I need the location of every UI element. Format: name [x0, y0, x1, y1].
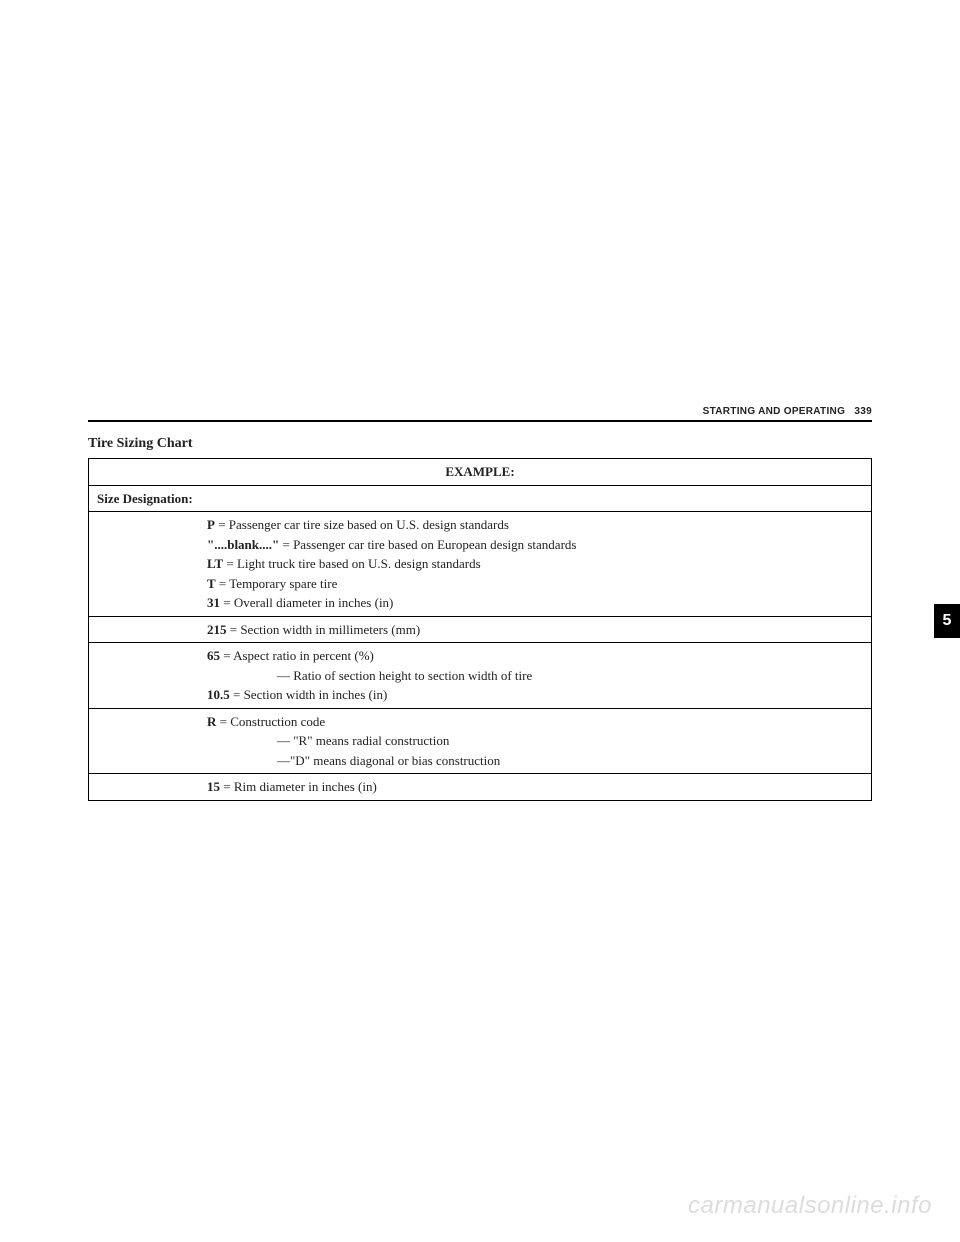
table-row: R = Construction code — "R" means radial…: [89, 708, 872, 774]
def-key: R: [207, 714, 216, 729]
def-text: = Light truck tire based on U.S. design …: [223, 556, 481, 571]
chapter-tab: 5: [934, 604, 960, 638]
def-key: LT: [207, 556, 223, 571]
def-key: 65: [207, 648, 220, 663]
running-header: STARTING AND OPERATING 339: [697, 406, 872, 417]
size-designation-header: Size Designation:: [89, 485, 872, 512]
construction-code: R = Construction code — "R" means radial…: [89, 708, 872, 774]
def-key: P: [207, 517, 215, 532]
def-key: 31: [207, 595, 220, 610]
watermark: carmanualsonline.info: [688, 1192, 932, 1220]
section-width-mm: 215 = Section width in millimeters (mm): [89, 616, 872, 643]
def-sub: — "R" means radial construction: [97, 731, 863, 751]
tire-sizing-table: EXAMPLE: Size Designation: P = Passenger…: [88, 458, 872, 801]
header-section: STARTING AND OPERATING: [703, 406, 846, 417]
def-text: = Temporary spare tire: [216, 576, 338, 591]
table-row: 65 = Aspect ratio in percent (%) — Ratio…: [89, 643, 872, 709]
def-text: = Aspect ratio in percent (%): [220, 648, 374, 663]
table-row: 15 = Rim diameter in inches (in): [89, 774, 872, 801]
table-row: Size Designation:: [89, 485, 872, 512]
def-key: 15: [207, 779, 220, 794]
def-key: 10.5: [207, 687, 230, 702]
def-text: = Section width in inches (in): [230, 687, 388, 702]
rim-diameter: 15 = Rim diameter in inches (in): [89, 774, 872, 801]
def-key: 215: [207, 622, 227, 637]
def-text: = Passenger car tire based on European d…: [279, 537, 576, 552]
section-title: Tire Sizing Chart: [88, 436, 872, 452]
aspect-ratio: 65 = Aspect ratio in percent (%) — Ratio…: [89, 643, 872, 709]
def-text: = Construction code: [216, 714, 325, 729]
page-content: STARTING AND OPERATING 339 Tire Sizing C…: [88, 420, 872, 801]
header-page: 339: [854, 406, 872, 417]
def-sub: — Ratio of section height to section wid…: [97, 666, 863, 686]
header-rule: STARTING AND OPERATING 339: [88, 420, 872, 422]
def-text: = Passenger car tire size based on U.S. …: [215, 517, 509, 532]
table-row: P = Passenger car tire size based on U.S…: [89, 512, 872, 617]
table-row: EXAMPLE:: [89, 459, 872, 486]
def-key: "....blank....": [207, 537, 279, 552]
table-row: 215 = Section width in millimeters (mm): [89, 616, 872, 643]
def-text: = Section width in millimeters (mm): [227, 622, 421, 637]
designation-definitions: P = Passenger car tire size based on U.S…: [89, 512, 872, 617]
example-header: EXAMPLE:: [89, 459, 872, 486]
def-text: = Overall diameter in inches (in): [220, 595, 393, 610]
def-sub: —"D" means diagonal or bias construction: [97, 751, 863, 771]
def-key: T: [207, 576, 216, 591]
def-text: = Rim diameter in inches (in): [220, 779, 377, 794]
